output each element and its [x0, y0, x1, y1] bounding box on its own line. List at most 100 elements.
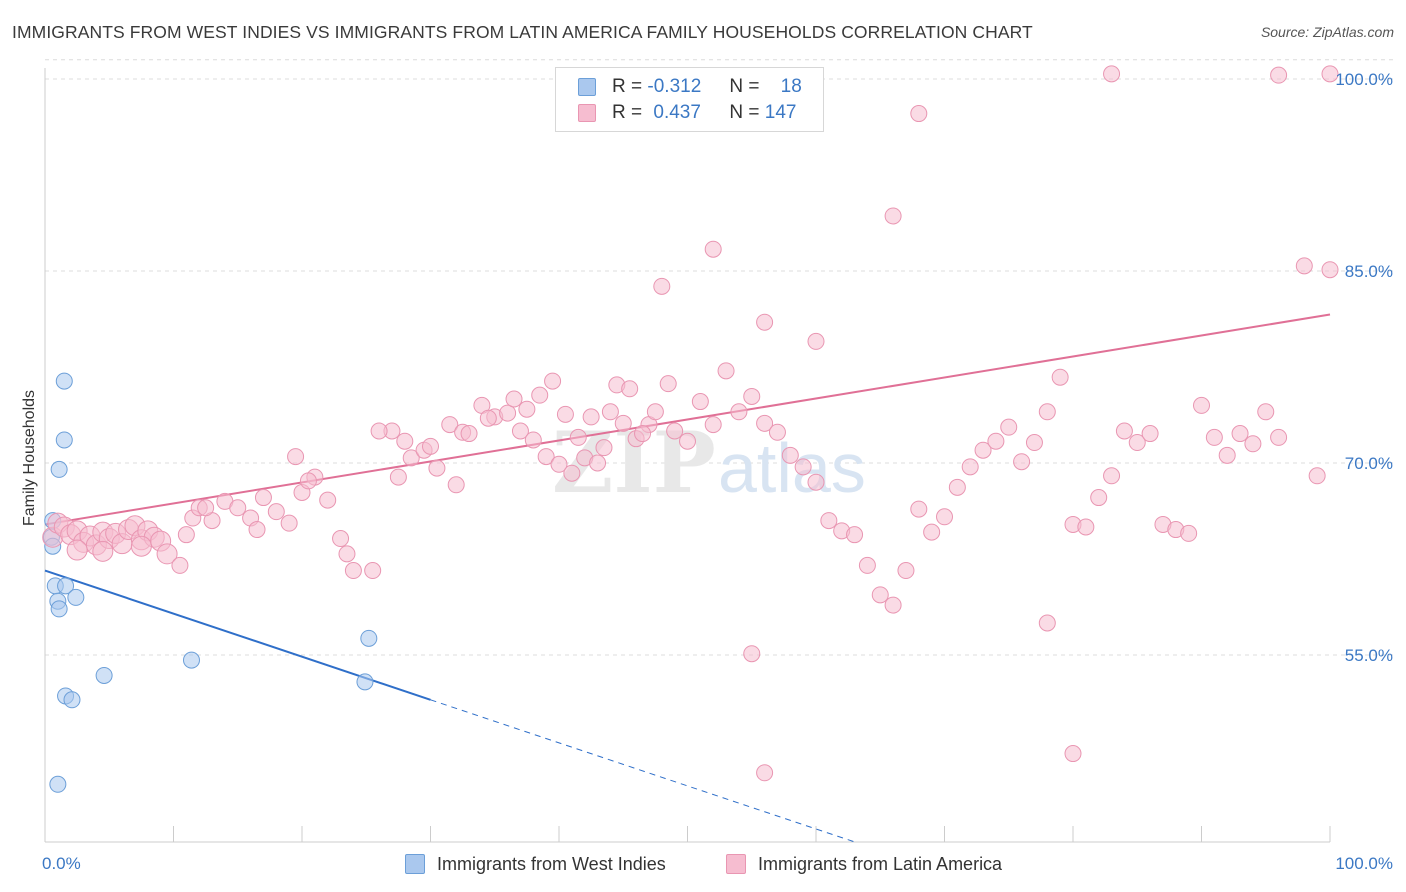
latin-america-point	[910, 105, 928, 123]
latin-america-point	[614, 414, 632, 432]
latin-america-swatch	[726, 854, 746, 874]
latin-america-point	[601, 403, 619, 421]
latin-america-point	[634, 425, 652, 443]
latin-america-point	[441, 416, 459, 434]
latin-america-point	[177, 526, 195, 544]
west-indies-point	[50, 600, 68, 618]
r-label: R =	[612, 76, 643, 97]
latin-america-point	[858, 556, 876, 574]
latin-america-point	[460, 425, 478, 443]
west-indies-point	[356, 673, 374, 691]
latin-america-point	[1270, 428, 1288, 446]
latin-america-point	[781, 446, 799, 464]
latin-america-point	[948, 478, 966, 496]
bottom-legend-west-indies: Immigrants from West Indies	[405, 852, 666, 876]
latin-america-point	[550, 455, 568, 473]
latin-america-point	[1090, 489, 1108, 507]
latin-america-point	[1244, 435, 1262, 453]
y-tick-label: 70.0%	[1345, 454, 1393, 473]
latin-america-point	[1257, 403, 1275, 421]
west-indies-point	[55, 431, 73, 449]
latin-america-point	[364, 562, 382, 580]
latin-america-point	[1193, 396, 1210, 414]
latin-america-point	[820, 512, 838, 530]
latin-america-point	[646, 403, 664, 421]
latin-america-point	[499, 404, 517, 422]
west-indies-swatch	[405, 854, 425, 874]
latin-america-point	[1321, 65, 1339, 83]
west-indies-point	[182, 651, 200, 669]
latin-america-point	[884, 596, 902, 614]
latin-america-point	[267, 503, 285, 521]
latin-america-trend-line	[44, 313, 1331, 526]
watermark-atlas: atlas	[718, 429, 866, 507]
latin-america-point	[338, 545, 356, 563]
latin-america-point	[743, 645, 761, 663]
watermark: ZIP atlas	[552, 413, 866, 512]
y-tick-label: 55.0%	[1345, 646, 1393, 665]
r-label: R =	[612, 102, 643, 123]
latin-america-point	[717, 362, 735, 380]
latin-america-point	[511, 422, 529, 440]
r-value: -0.312	[647, 76, 702, 97]
latin-america-point	[1231, 425, 1249, 443]
latin-america-point	[1128, 434, 1146, 452]
latin-america-point	[743, 387, 761, 405]
latin-america-point	[807, 473, 825, 491]
latin-america-point	[1205, 428, 1223, 446]
trend-layer	[44, 313, 1331, 843]
latin-america-point	[537, 448, 555, 466]
latin-america-point	[1038, 614, 1056, 632]
legend-row-latin-america: R = 0.437 N = 147	[578, 101, 796, 125]
source-credit: Source: ZipAtlas.com	[1260, 24, 1394, 40]
latin-america-point	[653, 277, 671, 295]
correlation-legend: R = -0.312 N = 18 R = 0.437 N = 147	[555, 67, 824, 132]
y-tick-label: 100.0%	[1335, 70, 1393, 89]
latin-america-point	[1051, 368, 1069, 386]
latin-america-point	[1077, 518, 1095, 536]
west-indies-point	[95, 666, 113, 684]
latin-america-point	[756, 313, 774, 331]
n-label: N =	[729, 76, 760, 97]
latin-america-label: Immigrants from Latin America	[758, 853, 1003, 874]
latin-america-point	[370, 422, 388, 440]
latin-america-point	[961, 458, 979, 476]
west-indies-point	[57, 577, 75, 595]
west-indies-trend-extension	[430, 699, 855, 843]
latin-america-point	[569, 428, 587, 446]
latin-america-point	[846, 526, 864, 544]
r-value: 0.437	[653, 102, 701, 123]
latin-america-point	[1270, 66, 1288, 84]
latin-america-point	[871, 586, 889, 604]
latin-america-point	[1180, 524, 1198, 542]
legend-row-west-indies: R = -0.312 N = 18	[578, 75, 802, 99]
latin-america-point	[1103, 467, 1121, 485]
latin-america-point	[505, 390, 523, 408]
latin-america-point	[1000, 418, 1018, 436]
x-tick-label: 100.0%	[1335, 854, 1393, 873]
latin-america-swatch	[578, 104, 596, 122]
latin-america-point	[679, 432, 696, 450]
latin-america-point	[582, 408, 600, 426]
latin-america-point	[897, 562, 915, 580]
grid-layer	[45, 59, 1395, 656]
x-tick-label: 0.0%	[42, 854, 81, 873]
latin-america-point	[1141, 425, 1159, 443]
latin-america-point	[704, 416, 722, 434]
latin-america-point	[1064, 745, 1082, 763]
latin-america-point	[666, 422, 684, 440]
latin-america-point	[344, 562, 362, 580]
latin-america-point	[563, 464, 581, 482]
latin-america-point	[479, 409, 497, 427]
latin-america-point	[704, 240, 722, 258]
latin-america-point	[1038, 403, 1056, 421]
latin-america-point	[197, 499, 215, 517]
latin-america-point	[402, 449, 420, 467]
latin-america-point	[1025, 434, 1043, 452]
west-indies-point	[50, 460, 68, 478]
latin-america-point	[524, 431, 542, 449]
latin-america-point	[1295, 257, 1313, 275]
latin-america-point	[768, 423, 786, 441]
latin-america-point	[287, 448, 305, 466]
